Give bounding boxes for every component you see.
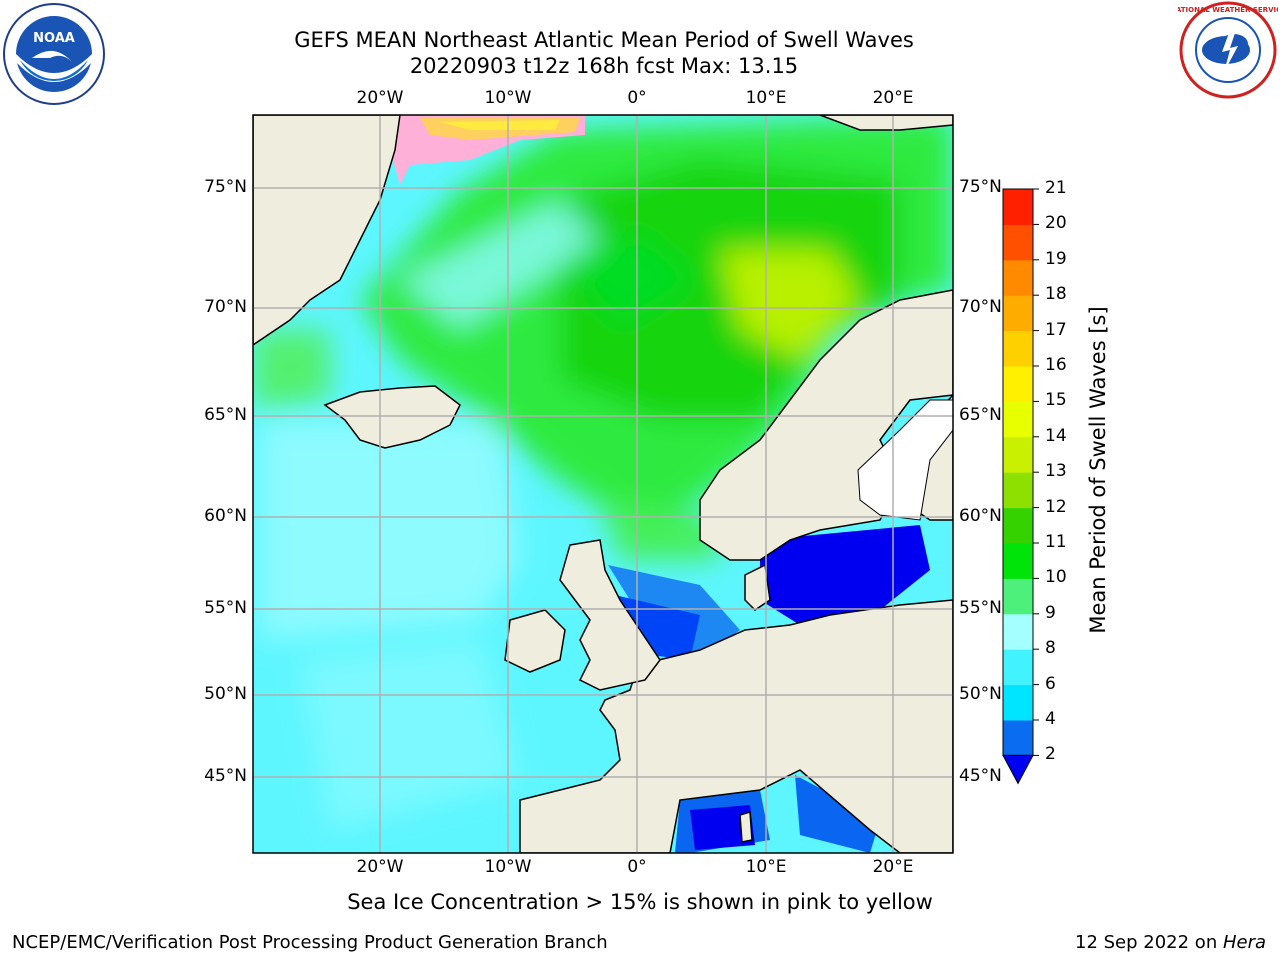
- map-area: [253, 115, 953, 853]
- colorbar-tick-label: 19: [1045, 248, 1067, 269]
- chart-title: GEFS MEAN Northeast Atlantic Mean Period…: [294, 28, 914, 52]
- colorbar-tick-label: 11: [1045, 532, 1067, 552]
- lon-label-top: 20°E: [872, 88, 914, 108]
- colorbar-tick-label: 12: [1045, 496, 1067, 517]
- colorbar-tick-label: 16: [1045, 355, 1067, 375]
- colorbar-segment: [1003, 649, 1033, 686]
- nws-logo: NATIONAL WEATHER SERVICE: [1178, 1, 1278, 99]
- lon-label-top: 10°W: [484, 88, 532, 108]
- colorbar-title: Mean Period of Swell Waves [s]: [1086, 306, 1110, 634]
- lon-label-bottom: 20°W: [356, 857, 404, 877]
- colorbar-segment: [1003, 295, 1033, 332]
- colorbar-segment: [1003, 472, 1033, 509]
- footer-credit: NCEP/EMC/Verification Post Processing Pr…: [12, 932, 608, 953]
- colorbar-segment: [1003, 720, 1033, 756]
- nws-logo-text: NATIONAL WEATHER SERVICE: [1178, 6, 1278, 14]
- lon-label-bottom: 0°: [627, 857, 647, 877]
- lon-label-bottom: 10°W: [484, 857, 532, 877]
- graticule: [253, 115, 953, 853]
- lon-label-top: 0°: [627, 88, 647, 108]
- sea-ice-note: Sea Ice Concentration > 15% is shown in …: [347, 890, 933, 914]
- lat-label-right: 65°N: [959, 405, 1002, 425]
- lat-label-left: 60°N: [204, 506, 247, 526]
- lat-label-left: 55°N: [204, 598, 247, 618]
- colorbar-under-arrow: [1002, 754, 1034, 785]
- colorbar: [1002, 188, 1039, 785]
- colorbar-segment: [1003, 189, 1033, 225]
- colorbar-segment: [1003, 543, 1033, 579]
- lat-label-right: 70°N: [959, 297, 1002, 317]
- colorbar-tick-label: 8: [1045, 638, 1056, 659]
- colorbar-segment: [1003, 224, 1033, 261]
- colorbar-segment: [1003, 436, 1033, 473]
- colorbar-segment: [1003, 330, 1033, 367]
- colorbar-tick-label: 6: [1045, 673, 1056, 694]
- colorbar-tick-label: 10: [1045, 567, 1067, 588]
- footer-date: 12 Sep 2022 on Hera: [1075, 932, 1266, 953]
- lat-label-left: 45°N: [204, 766, 247, 786]
- colorbar-segment: [1003, 613, 1033, 650]
- lat-label-left: 65°N: [204, 405, 247, 425]
- colorbar-segment: [1003, 684, 1033, 721]
- map-frame: [252, 114, 954, 854]
- colorbar-tick-label: 4: [1045, 709, 1056, 729]
- colorbar-tick-label: 18: [1045, 284, 1067, 305]
- colorbar-segment: [1003, 401, 1033, 438]
- colorbar-tick-label: 2: [1045, 744, 1056, 765]
- footer-date-text: 12 Sep 2022 on: [1075, 932, 1223, 953]
- lon-label-top: 20°W: [356, 88, 404, 108]
- colorbar-segment: [1003, 259, 1033, 296]
- noaa-logo: NOAA: [3, 3, 105, 105]
- colorbar-segment: [1003, 507, 1033, 544]
- colorbar-tick-label: 13: [1045, 461, 1067, 482]
- colorbar-tick-label: 9: [1045, 602, 1056, 623]
- lon-label-bottom: 10°E: [745, 857, 787, 877]
- lat-label-right: 60°N: [959, 506, 1002, 526]
- lat-label-right: 50°N: [959, 684, 1002, 704]
- chart-subtitle: 20220903 t12z 168h fcst Max: 13.15: [409, 54, 799, 78]
- lat-label-right: 45°N: [959, 766, 1002, 786]
- lat-label-left: 50°N: [204, 684, 247, 704]
- colorbar-segment: [1003, 366, 1033, 402]
- lat-label-left: 70°N: [204, 297, 247, 317]
- lat-label-left: 75°N: [204, 177, 247, 197]
- colorbar-tick-label: 21: [1045, 178, 1067, 198]
- colorbar-tick-label: 20: [1045, 213, 1067, 234]
- colorbar-tick-label: 14: [1045, 425, 1067, 446]
- lon-label-bottom: 20°E: [872, 857, 914, 877]
- noaa-logo-text: NOAA: [33, 31, 75, 46]
- lat-label-right: 55°N: [959, 598, 1002, 618]
- colorbar-tick-label: 17: [1045, 319, 1067, 340]
- lon-label-top: 10°E: [745, 88, 787, 108]
- lat-label-right: 75°N: [959, 177, 1002, 197]
- colorbar-tick-label: 15: [1045, 390, 1067, 411]
- colorbar-segment: [1003, 578, 1033, 615]
- footer-machine: Hera: [1222, 932, 1266, 953]
